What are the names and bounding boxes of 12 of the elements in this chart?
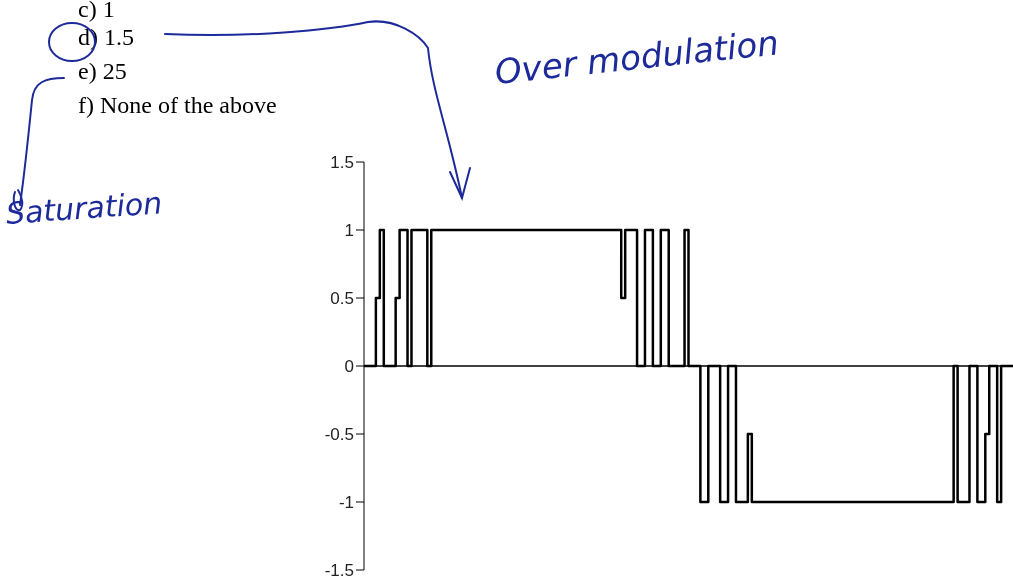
y-tick-label: 1 [344,221,354,241]
y-tick-label: 0.5 [330,289,354,309]
y-tick-label: -1.5 [324,561,354,581]
text: Over modulation [492,22,781,92]
y-tick-label: 0 [344,357,354,377]
y-tick-label: -1 [338,493,354,513]
text: Saturation [4,185,164,231]
text: f) None of the above [78,92,277,119]
text: c) 1 [78,0,115,23]
text: e) 25 [78,58,127,85]
y-tick-label: -0.5 [324,425,354,445]
y-tick-label: 1.5 [330,153,354,173]
